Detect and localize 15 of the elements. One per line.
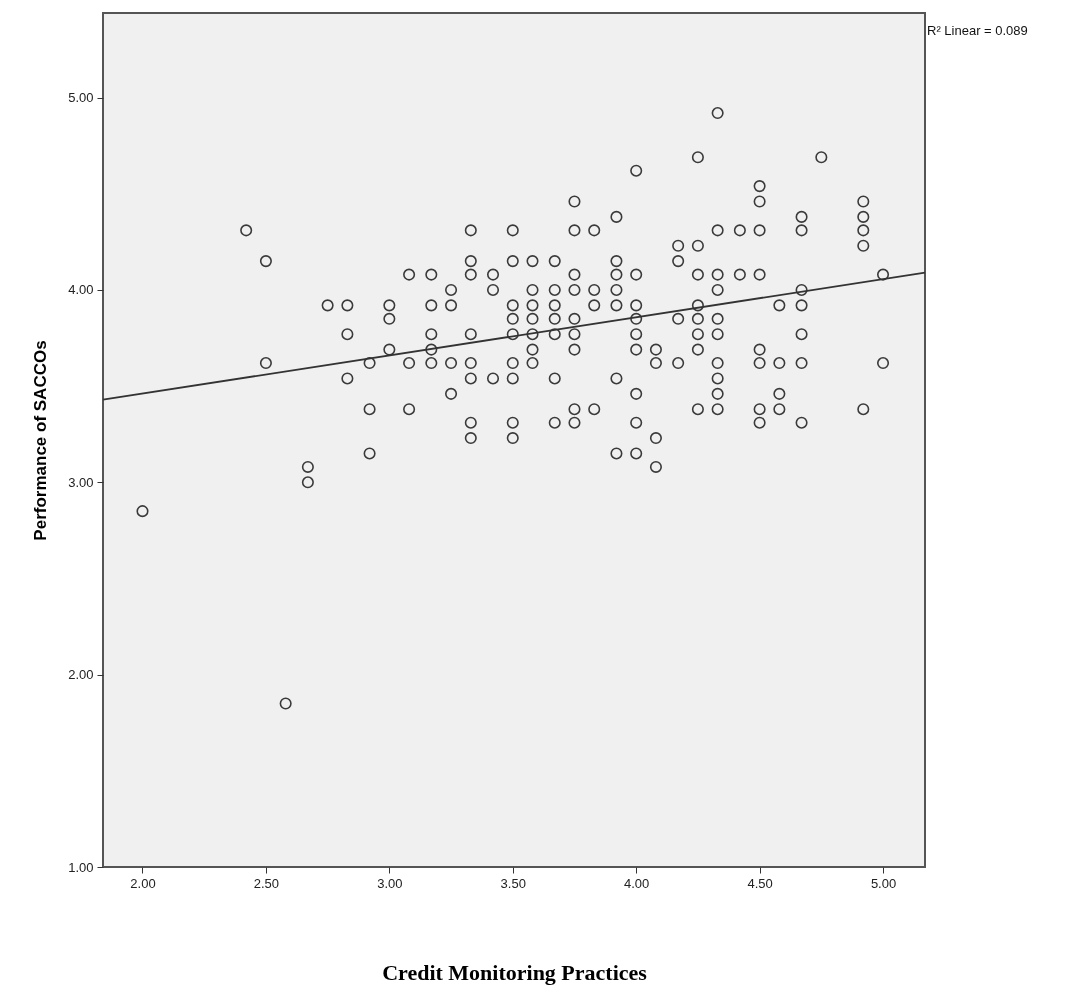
y-tick-label: 2.00 [68, 667, 94, 683]
text: R² Linear = 0.089 [927, 23, 1028, 38]
y-tick-label: 5.00 [68, 90, 94, 106]
x-tick-label: 3.50 [500, 875, 526, 891]
y-tick-label: 3.00 [68, 474, 94, 490]
x-tick-label: 4.50 [747, 875, 773, 891]
x-tick-label: 5.00 [870, 875, 897, 891]
x-tick-label: 4.00 [624, 875, 650, 891]
y-tick-label: 4.00 [68, 282, 94, 298]
x-tick-label: 3.00 [377, 875, 403, 891]
y-tick-label: 1.00 [68, 859, 94, 875]
x-axis-title: Credit Monitoring Practices [382, 959, 648, 985]
x-tick-label: 2.00 [130, 875, 156, 891]
x-tick-label: 2.50 [253, 875, 280, 891]
y-axis-title: Performance of SACCOs [31, 340, 51, 541]
